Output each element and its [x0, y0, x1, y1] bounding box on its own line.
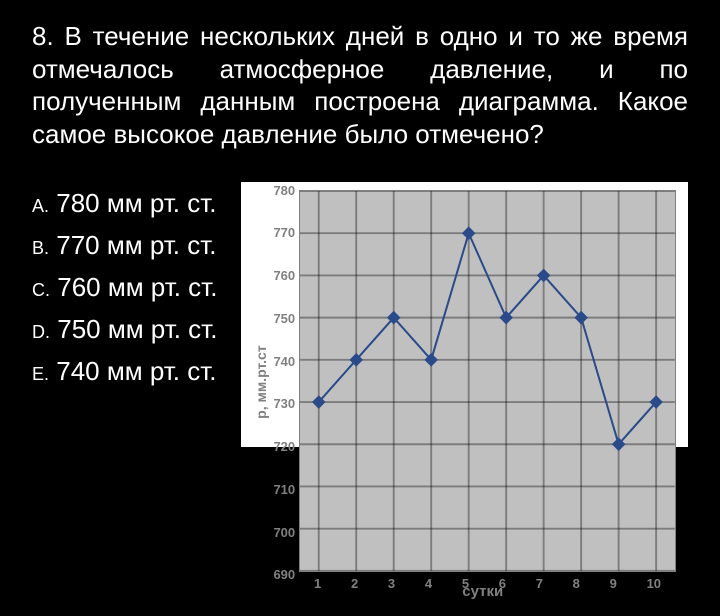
slide: 8. В течение нескольких дней в одно и то…: [0, 0, 720, 540]
option-a[interactable]: A. 780 мм рт. ст.: [32, 182, 217, 224]
y-axis-label: р, мм.рт.ст: [249, 190, 273, 575]
chart-area: р, мм.рт.ст 7807707607507407307207107006…: [249, 190, 676, 439]
option-text: 780 мм рт. ст.: [56, 188, 216, 218]
option-letter: E.: [32, 364, 49, 384]
answer-options: A. 780 мм рт. ст. B. 770 мм рт. ст. C. 7…: [32, 182, 217, 447]
y-axis-section: р, мм.рт.ст 7807707607507407307207107006…: [249, 190, 299, 575]
x-axis-label: сутки: [249, 575, 676, 600]
grid-lines: [300, 191, 675, 571]
option-c[interactable]: C. 760 мм рт. ст.: [32, 266, 217, 308]
option-letter: B.: [32, 238, 49, 258]
option-text: 750 мм рт. ст.: [57, 314, 217, 344]
content-row: A. 780 мм рт. ст. B. 770 мм рт. ст. C. 7…: [32, 182, 688, 447]
plot-area: [299, 190, 676, 572]
data-line: [319, 233, 656, 444]
plot-column: 12345678910: [299, 190, 676, 575]
option-letter: C.: [32, 280, 50, 300]
option-letter: D.: [32, 322, 50, 342]
y-axis-ticks: 780770760750740730720710700690: [273, 190, 299, 575]
chart-svg: [300, 191, 675, 571]
option-text: 740 мм рт. ст.: [56, 356, 216, 386]
chart-main: р, мм.рт.ст 7807707607507407307207107006…: [249, 190, 676, 575]
option-e[interactable]: E. 740 мм рт. ст.: [32, 350, 217, 392]
question-text: 8. В течение нескольких дней в одно и то…: [32, 20, 688, 150]
pressure-chart: р, мм.рт.ст 7807707607507407307207107006…: [241, 182, 688, 447]
option-text: 760 мм рт. ст.: [57, 272, 217, 302]
option-d[interactable]: D. 750 мм рт. ст.: [32, 308, 217, 350]
option-text: 770 мм рт. ст.: [56, 230, 216, 260]
option-b[interactable]: B. 770 мм рт. ст.: [32, 224, 217, 266]
option-letter: A.: [32, 196, 49, 216]
